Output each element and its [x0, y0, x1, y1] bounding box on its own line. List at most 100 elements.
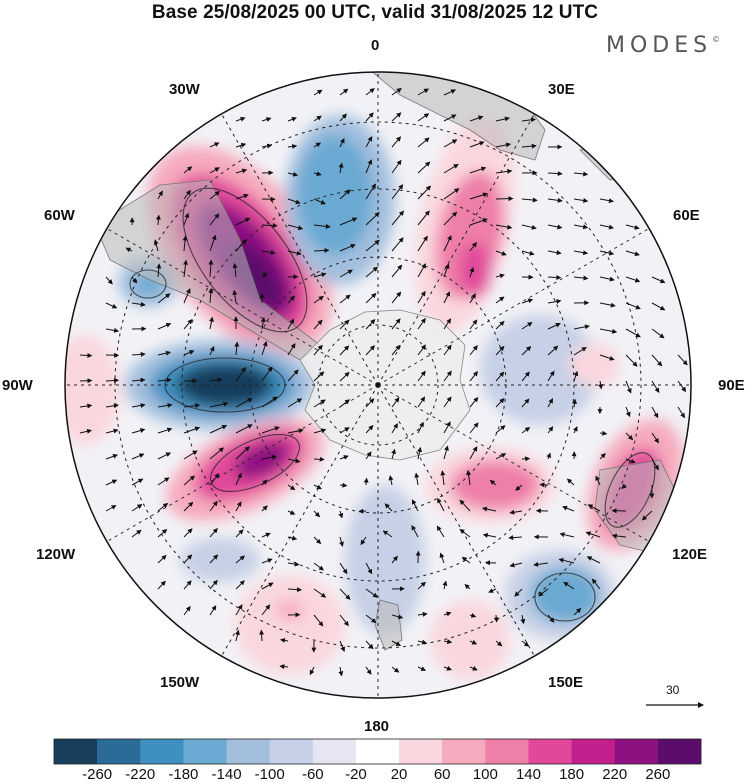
- wind-vector: [443, 211, 458, 226]
- wind-vector: [261, 505, 268, 512]
- wind-vector: [287, 143, 298, 149]
- wind-vector: [183, 288, 191, 304]
- wind-vector: [313, 142, 321, 148]
- wind-vector: [417, 185, 432, 200]
- wind-vector: [235, 168, 248, 174]
- wind-vector: [157, 190, 163, 200]
- anomaly-positive: [276, 600, 304, 620]
- colorbar-tick-label: 180: [559, 766, 585, 783]
- wind-vector: [488, 588, 497, 593]
- colorbar-tick-label: -60: [301, 766, 324, 783]
- wind-vector: [105, 302, 118, 309]
- wind-vector: [313, 295, 324, 304]
- wind-vector: [521, 322, 533, 330]
- wind-vector: [391, 88, 402, 96]
- colorbar-tick-label: -20: [345, 766, 367, 783]
- wind-vector: [651, 380, 660, 394]
- wind-vector: [599, 198, 614, 204]
- wind-vector: [105, 403, 119, 409]
- wind-vector: [466, 469, 472, 486]
- wind-vector: [599, 354, 615, 361]
- wind-vector: [521, 143, 537, 149]
- wind-vector: [641, 510, 653, 521]
- wind-vector: [417, 370, 426, 382]
- wind-vector: [459, 499, 471, 512]
- lon-label-150w: 150W: [160, 674, 200, 691]
- wind-vector: [547, 370, 555, 382]
- wind-vector: [287, 117, 297, 122]
- wind-vector: [651, 354, 663, 367]
- wind-vector: [436, 525, 445, 538]
- wind-vector: [388, 475, 394, 486]
- wind-vector: [105, 327, 120, 333]
- wind-vector: [313, 272, 327, 278]
- wind-vector: [157, 452, 172, 460]
- wind-vector: [572, 426, 578, 434]
- wind-vector: [365, 588, 378, 598]
- meridian-line: [106, 384, 379, 542]
- wind-vector: [339, 640, 345, 652]
- wind-vector: [495, 273, 505, 279]
- colorbar-tick-label: -100: [254, 766, 285, 783]
- wind-vector: [209, 473, 220, 486]
- wind-vector: [209, 401, 229, 408]
- wind-vector: [495, 397, 505, 408]
- wind-vector: [365, 318, 376, 330]
- colorbar-swatch: [312, 739, 357, 764]
- wind-vector: [417, 88, 430, 96]
- colorbar-swatch: [571, 739, 616, 764]
- wind-vector: [365, 266, 379, 278]
- wind-vector: [183, 212, 190, 226]
- wind-vector: [391, 112, 402, 122]
- wind-vector: [365, 88, 375, 96]
- wind-vector: [625, 458, 636, 464]
- wind-vector: [599, 250, 615, 256]
- wind-vector: [79, 403, 93, 409]
- wind-vector: [365, 212, 380, 226]
- wind-vector: [391, 136, 402, 148]
- wind-vector: [287, 369, 299, 382]
- brand-mark: ©: [712, 35, 721, 44]
- wind-vector: [417, 210, 430, 226]
- wind-vector: [625, 432, 634, 441]
- wind-vector: [235, 604, 243, 616]
- wind-vector: [183, 475, 196, 486]
- wind-vector: [417, 666, 427, 671]
- colorbar-swatch: [442, 739, 486, 764]
- wind-vector: [469, 115, 484, 122]
- wind-vector: [391, 555, 398, 564]
- colorbar-swatch: [54, 739, 98, 764]
- wind-vector: [131, 529, 142, 538]
- wind-vector: [391, 184, 404, 200]
- wind-vector: [287, 250, 302, 256]
- wind-vector: [235, 367, 246, 382]
- wind-vector: [183, 189, 191, 200]
- wind-vector: [521, 298, 534, 304]
- wind-vector: [105, 428, 119, 434]
- wind-vector: [677, 380, 687, 393]
- lon-label-90w: 90W: [2, 377, 33, 394]
- wind-vector: [235, 116, 246, 122]
- wind-vector: [365, 640, 374, 650]
- wind-vector: [625, 302, 641, 310]
- wind-vector: [209, 213, 220, 226]
- wind-vector: [417, 161, 431, 174]
- wind-vector: [261, 341, 268, 356]
- wind-vector: [365, 398, 375, 408]
- wind-vector: [338, 666, 344, 677]
- wind-vector: [235, 629, 240, 642]
- wind-vector: [157, 580, 166, 590]
- wind-vector: [313, 198, 326, 205]
- wind-vector: [209, 316, 214, 330]
- wind-vector: [469, 218, 488, 226]
- wind-vector: [209, 554, 219, 564]
- wind-vector: [365, 345, 375, 356]
- wind-vector: [391, 318, 401, 330]
- wind-vector: [365, 451, 372, 460]
- wind-vector: [235, 397, 253, 408]
- wind-vector: [261, 479, 268, 486]
- wind-vector: [495, 196, 514, 202]
- wind-vector: [183, 166, 193, 174]
- wind-vector: [521, 371, 530, 382]
